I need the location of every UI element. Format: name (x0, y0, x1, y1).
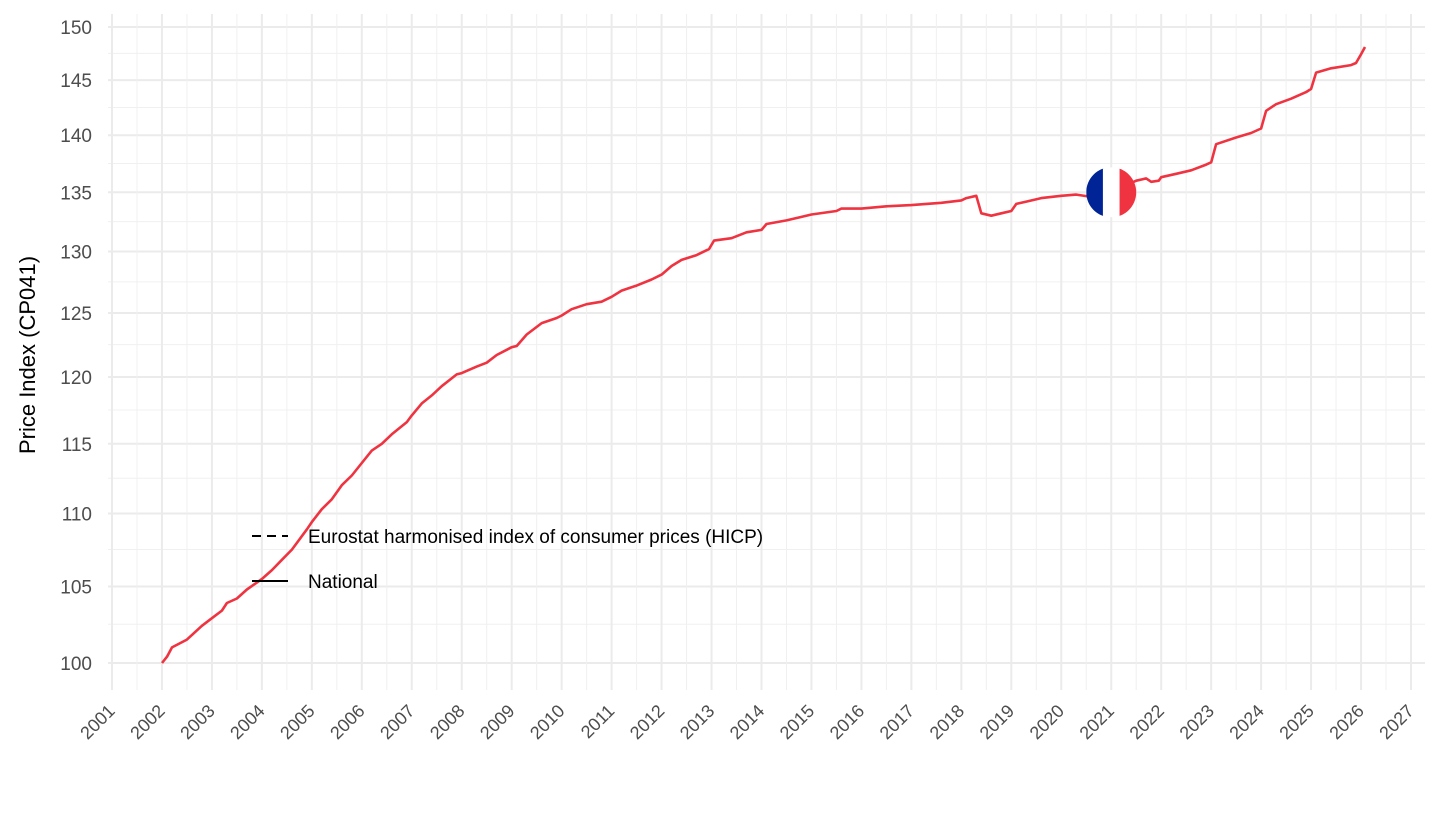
x-tick-label: 2019 (976, 701, 1018, 743)
x-tick-label: 2023 (1176, 701, 1218, 743)
y-tick-label: 110 (62, 504, 92, 525)
legend-label-hicp: Eurostat harmonised index of consumer pr… (308, 527, 763, 548)
x-tick-label: 2014 (726, 701, 768, 743)
x-tick-label: 2021 (1076, 701, 1118, 743)
x-tick-label: 2027 (1375, 701, 1417, 743)
x-tick-label: 2012 (626, 701, 668, 743)
france-flag-icon (1086, 167, 1137, 218)
y-tick-label: 130 (60, 242, 92, 263)
x-tick-label: 2003 (176, 701, 218, 743)
x-tick-label: 2024 (1225, 701, 1267, 743)
y-tick-label: 115 (62, 435, 92, 456)
series-line-national (160, 46, 1367, 664)
x-tick-label: 2025 (1275, 701, 1317, 743)
x-tick-label: 2005 (276, 701, 318, 743)
x-tick-label: 2006 (326, 701, 368, 743)
flag-stripe (1102, 167, 1121, 218)
x-tick-label: 2009 (476, 701, 518, 743)
x-tick-label: 2008 (426, 701, 468, 743)
y-axis-label: Price Index (CP041) (15, 256, 40, 454)
flag-stripes (1086, 167, 1137, 218)
x-tick-label: 2010 (526, 701, 568, 743)
x-tick-label: 2020 (1026, 701, 1068, 743)
x-tick-label: 2018 (926, 701, 968, 743)
y-tick-label: 100 (60, 654, 92, 675)
x-axis: 2001 2002 2003 2004 2005 2006 2007 2008 2009 2010… (76, 701, 1417, 743)
x-tick-label: 2015 (776, 701, 818, 743)
y-tick-label: 120 (60, 368, 92, 389)
y-tick-label: 105 (60, 577, 92, 598)
x-tick-label: 2004 (226, 701, 268, 743)
x-tick-label: 2026 (1325, 701, 1367, 743)
x-tick-label: 2022 (1126, 701, 1168, 743)
x-tick-label: 2016 (826, 701, 868, 743)
y-tick-label: 145 (60, 71, 92, 92)
x-tick-label: 2001 (76, 701, 118, 743)
x-tick-label: 2017 (876, 701, 918, 743)
series-layer (160, 46, 1367, 664)
legend: Eurostat harmonised index of consumer pr… (252, 527, 763, 593)
y-tick-label: 135 (60, 183, 92, 204)
y-tick-label: 140 (60, 126, 92, 147)
flag-stripe (1119, 167, 1137, 218)
x-tick-label: 2011 (577, 701, 619, 743)
x-tick-label: 2007 (376, 701, 418, 743)
grid (108, 14, 1425, 690)
x-tick-label: 2002 (126, 701, 168, 743)
x-tick-label: 2013 (676, 701, 718, 743)
legend-label-national: National (308, 572, 378, 593)
y-tick-label: 125 (60, 304, 92, 325)
y-tick-label: 150 (60, 18, 92, 39)
flag-stripe (1086, 167, 1104, 218)
y-axis: 100 105 110 115 120 125 130 135 140 145 150 (60, 18, 92, 675)
